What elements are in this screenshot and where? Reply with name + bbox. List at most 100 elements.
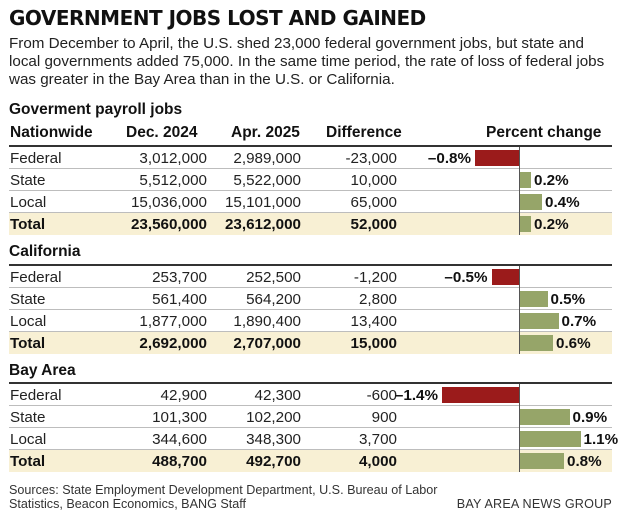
percent-change-bar bbox=[520, 172, 531, 188]
percent-change-bar bbox=[520, 431, 581, 447]
table-row: State 561,400 564,200 2,800 0.5% bbox=[9, 288, 612, 310]
percent-change-bar bbox=[520, 216, 531, 232]
row-label: Total bbox=[10, 216, 46, 233]
apr-2025-value: 348,300 bbox=[246, 431, 301, 448]
row-divider bbox=[9, 405, 612, 406]
difference-value: 3,700 bbox=[358, 431, 397, 448]
chart-subtitle: From December to April, the U.S. shed 23… bbox=[9, 35, 605, 88]
percent-change-bar bbox=[520, 313, 559, 329]
table-subheading: Goverment payroll jobs bbox=[9, 101, 183, 118]
difference-value: 52,000 bbox=[350, 216, 397, 233]
dec-2024-value: 23,560,000 bbox=[130, 216, 207, 233]
total-row: Total 488,700 492,700 4,000 0.8% bbox=[9, 450, 612, 472]
difference-value: -23,000 bbox=[345, 150, 397, 167]
percent-change-label: 0.5% bbox=[550, 291, 586, 308]
row-divider bbox=[9, 287, 612, 288]
table-row: Local 15,036,000 15,101,000 65,000 0.4% bbox=[9, 191, 612, 213]
row-divider bbox=[9, 168, 612, 169]
percent-change-bar bbox=[475, 150, 519, 166]
row-divider bbox=[9, 427, 612, 428]
table-row: State 5,512,000 5,522,000 10,000 0.2% bbox=[9, 169, 612, 191]
difference-value: 900 bbox=[371, 409, 397, 426]
table-row: Local 1,877,000 1,890,400 13,400 0.7% bbox=[9, 310, 612, 332]
header-rule bbox=[9, 145, 612, 147]
dec-2024-value: 1,877,000 bbox=[139, 313, 207, 330]
row-label: State bbox=[10, 172, 46, 189]
dec-2024-value: 42,900 bbox=[160, 387, 207, 404]
row-label: Federal bbox=[10, 387, 62, 404]
dec-2024-value: 344,600 bbox=[152, 431, 207, 448]
apr-2025-value: 2,707,000 bbox=[233, 335, 301, 352]
zero-axis-line bbox=[519, 266, 520, 354]
row-label: Total bbox=[10, 453, 46, 470]
dec-2024-value: 253,700 bbox=[152, 269, 207, 286]
percent-change-label: –0.5% bbox=[444, 269, 488, 286]
apr-2025-value: 42,300 bbox=[254, 387, 301, 404]
percent-change-bar bbox=[491, 269, 519, 285]
header-dec: Dec. 2024 bbox=[126, 124, 198, 141]
table-row: Federal 3,012,000 2,989,000 -23,000 –0.8% bbox=[9, 147, 612, 169]
table-row: Federal 42,900 42,300 -600 –1.4% bbox=[9, 384, 612, 406]
header-apr: Apr. 2025 bbox=[231, 124, 300, 141]
percent-change-bar bbox=[520, 409, 570, 425]
row-label: Federal bbox=[10, 150, 62, 167]
section-title: California bbox=[9, 243, 81, 260]
dec-2024-value: 561,400 bbox=[152, 291, 207, 308]
apr-2025-value: 492,700 bbox=[246, 453, 301, 470]
percent-change-bar bbox=[520, 194, 542, 210]
dec-2024-value: 2,692,000 bbox=[139, 335, 207, 352]
row-divider bbox=[9, 449, 612, 450]
row-divider bbox=[9, 190, 612, 191]
row-label: Local bbox=[10, 313, 47, 330]
difference-value: 4,000 bbox=[358, 453, 397, 470]
table-row: Federal 253,700 252,500 -1,200 –0.5% bbox=[9, 266, 612, 288]
dec-2024-value: 15,036,000 bbox=[130, 194, 207, 211]
difference-value: -600 bbox=[366, 387, 397, 404]
row-label: State bbox=[10, 409, 46, 426]
row-label: Local bbox=[10, 194, 47, 211]
percent-change-label: 0.8% bbox=[567, 453, 602, 470]
dec-2024-value: 488,700 bbox=[152, 453, 207, 470]
apr-2025-value: 1,890,400 bbox=[233, 313, 301, 330]
percent-change-label: 0.6% bbox=[556, 335, 591, 352]
percent-change-label: –1.4% bbox=[394, 387, 438, 404]
difference-value: 13,400 bbox=[350, 313, 397, 330]
percent-change-label: 1.1% bbox=[583, 431, 619, 448]
total-row: Total 23,560,000 23,612,000 52,000 0.2% bbox=[9, 213, 612, 235]
dec-2024-value: 101,300 bbox=[152, 409, 207, 426]
percent-change-label: 0.2% bbox=[534, 172, 569, 189]
difference-value: 2,800 bbox=[358, 291, 397, 308]
difference-value: -1,200 bbox=[353, 269, 397, 286]
section-rule bbox=[9, 264, 612, 266]
row-label: Local bbox=[10, 431, 47, 448]
zero-axis-line bbox=[519, 384, 520, 472]
percent-change-bar bbox=[520, 453, 564, 469]
apr-2025-value: 23,612,000 bbox=[224, 216, 301, 233]
apr-2025-value: 564,200 bbox=[246, 291, 301, 308]
credit-line: BAY AREA NEWS GROUP bbox=[456, 497, 612, 511]
row-label: Federal bbox=[10, 269, 62, 286]
dec-2024-value: 3,012,000 bbox=[139, 150, 207, 167]
percent-change-label: 0.4% bbox=[545, 194, 580, 211]
row-label: Total bbox=[10, 335, 46, 352]
percent-change-label: 0.9% bbox=[572, 409, 608, 426]
difference-value: 10,000 bbox=[350, 172, 397, 189]
apr-2025-value: 252,500 bbox=[246, 269, 301, 286]
sources-note: Sources: State Employment Development De… bbox=[9, 483, 438, 511]
percent-change-bar bbox=[520, 335, 553, 351]
apr-2025-value: 15,101,000 bbox=[224, 194, 301, 211]
apr-2025-value: 5,522,000 bbox=[233, 172, 301, 189]
row-label: State bbox=[10, 291, 46, 308]
header-region: Nationwide bbox=[10, 124, 93, 141]
row-divider bbox=[9, 309, 612, 310]
header-diff: Difference bbox=[326, 124, 402, 141]
section-title: Bay Area bbox=[9, 362, 76, 379]
apr-2025-value: 2,989,000 bbox=[233, 150, 301, 167]
total-row: Total 2,692,000 2,707,000 15,000 0.6% bbox=[9, 332, 612, 354]
row-divider bbox=[9, 212, 612, 213]
percent-change-label: –0.8% bbox=[427, 150, 471, 167]
percent-change-bar bbox=[520, 291, 548, 307]
percent-change-label: 0.7% bbox=[561, 313, 597, 330]
zero-axis-line bbox=[519, 147, 520, 235]
apr-2025-value: 102,200 bbox=[246, 409, 301, 426]
